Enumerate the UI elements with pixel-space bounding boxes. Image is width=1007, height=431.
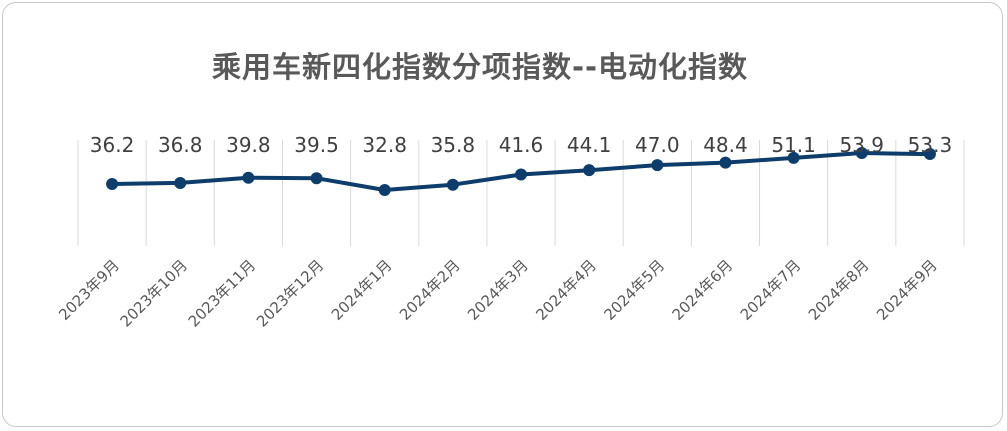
x-tick-label: 2023年12月 (253, 256, 327, 330)
x-tick-label: 2023年11月 (185, 256, 259, 330)
x-tick-label: 2024年3月 (464, 256, 532, 324)
data-point (378, 183, 391, 196)
x-tick-label: 2024年5月 (600, 256, 668, 324)
data-label: 32.8 (362, 133, 407, 157)
x-tick-label: 2024年8月 (805, 256, 873, 324)
data-label: 53.3 (908, 133, 953, 157)
data-label: 51.1 (771, 133, 816, 157)
data-point (242, 171, 255, 184)
x-tick-label: 2024年9月 (873, 256, 941, 324)
data-point (787, 151, 800, 164)
data-point (583, 164, 596, 177)
x-tick-label: 2024年4月 (532, 256, 600, 324)
x-tick-label: 2024年2月 (396, 256, 464, 324)
x-tick-label: 2024年7月 (737, 256, 805, 324)
x-tick-label: 2024年1月 (328, 256, 396, 324)
chart-title: 乘用车新四化指数分项指数--电动化指数 (211, 50, 749, 84)
data-label: 36.8 (158, 133, 203, 157)
data-label: 47.0 (635, 133, 680, 157)
x-tick-label: 2024年6月 (669, 256, 737, 324)
data-point (515, 168, 527, 181)
data-point (855, 147, 868, 159)
data-point (651, 159, 664, 172)
data-point (106, 178, 119, 190)
data-label: 48.4 (703, 133, 748, 157)
data-point (446, 178, 459, 191)
data-label: 39.8 (226, 133, 271, 157)
data-point (923, 148, 936, 161)
data-point (310, 172, 323, 185)
x-tick-label: 2023年10月 (117, 256, 191, 330)
x-tick-label: 2023年9月 (55, 256, 123, 324)
data-label: 39.5 (294, 133, 339, 157)
data-point (719, 156, 732, 169)
data-label: 53.9 (840, 133, 885, 157)
data-point (174, 176, 187, 189)
data-label: 35.8 (431, 133, 476, 157)
data-label: 36.2 (90, 133, 135, 157)
data-label: 44.1 (567, 133, 612, 157)
data-label: 41.6 (499, 133, 544, 157)
